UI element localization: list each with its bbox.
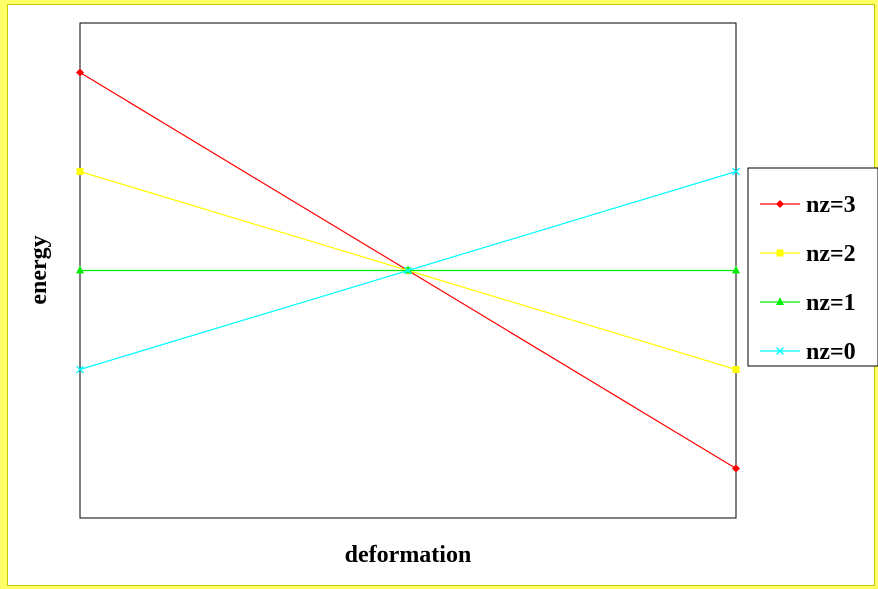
legend-marker [776, 297, 784, 305]
legend: nz=3 nz=2 nz=1 nz=0 [747, 167, 878, 367]
legend-marker [776, 249, 784, 257]
legend-label: nz=1 [806, 290, 856, 316]
series-3 [76, 167, 740, 374]
data-point [76, 168, 84, 175]
legend-marker [776, 200, 784, 208]
legend-box [747, 167, 878, 367]
series-layer [76, 68, 740, 473]
data-point [732, 366, 740, 373]
data-point [76, 265, 84, 274]
data-point [76, 68, 84, 77]
x-axis-title: deformation [345, 542, 472, 568]
legend-label: nz=0 [806, 339, 856, 365]
y-axis-title: energy [26, 235, 52, 304]
data-point [732, 167, 740, 176]
legend-item: nz=3 [760, 192, 856, 218]
data-point [732, 464, 740, 473]
legend-item: nz=1 [760, 290, 856, 316]
data-point [732, 265, 740, 274]
legend-items: nz=3 nz=2 nz=1 nz=0 [760, 192, 856, 365]
data-point [404, 266, 412, 275]
legend-label: nz=2 [806, 241, 856, 267]
legend-item: nz=0 [760, 339, 856, 365]
data-point [76, 365, 84, 374]
legend-item: nz=2 [760, 241, 856, 267]
legend-label: nz=3 [806, 192, 856, 218]
legend-marker [776, 347, 784, 355]
